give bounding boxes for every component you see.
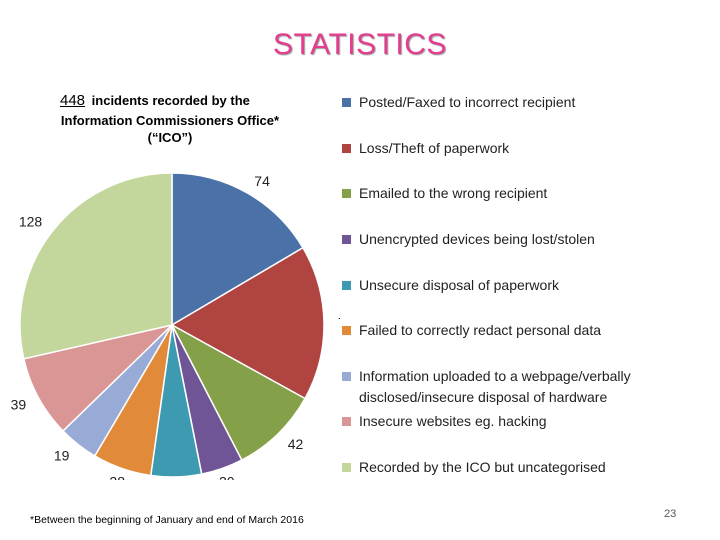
- pie-slice: [22, 323, 175, 433]
- incident-count-line: 448 incidents recorded by the: [60, 92, 250, 109]
- legend-label: Posted/Faxed to incorrect recipient: [359, 94, 576, 110]
- data-label: 128: [19, 214, 43, 230]
- legend-swatch: [342, 281, 351, 290]
- legend-label: Loss/Theft of paperwork: [359, 140, 510, 156]
- subtitle-line-3: (“ICO”): [147, 130, 193, 145]
- incident-count-text: incidents recorded by the: [91, 93, 250, 108]
- incident-count: 448: [60, 92, 86, 109]
- subtitle-line-2: Information Commissioners Office*: [60, 113, 280, 128]
- footnote: *Between the beginning of January and en…: [30, 514, 304, 526]
- legend-label: Unencrypted devices being lost/stolen: [359, 231, 595, 247]
- legend-label: Failed to correctly redact personal data: [359, 322, 602, 338]
- pie-slice: [171, 172, 304, 327]
- legend-label: Unsecure disposal of paperwork: [359, 277, 559, 293]
- page-number: 23: [664, 508, 677, 520]
- data-label: 42: [288, 436, 304, 452]
- legend-swatch: [342, 417, 351, 426]
- pie-slice: [19, 172, 173, 360]
- legend-swatch: [342, 189, 351, 198]
- legend-swatch: [342, 98, 351, 107]
- data-label: 20: [219, 474, 235, 480]
- pie-slice: [170, 323, 307, 462]
- data-label: 28: [109, 474, 125, 480]
- legend-swatch: [342, 144, 351, 153]
- data-label: 74: [254, 173, 270, 189]
- legend-label: Emailed to the wrong recipient: [359, 185, 548, 201]
- data-label: 74: [338, 315, 340, 331]
- page-title: STATISTICS: [273, 28, 447, 61]
- legend-label: Insecure websites eg. hacking: [359, 413, 547, 429]
- data-label: 39: [11, 396, 27, 412]
- legend-swatch: [342, 326, 351, 335]
- data-label: 19: [54, 448, 70, 464]
- legend-swatch: [342, 372, 351, 381]
- legend-label: Recorded by the ICO but uncategorised: [359, 459, 606, 475]
- legend-swatch: [342, 463, 351, 472]
- pie-slice: [170, 246, 325, 400]
- legend-swatch: [342, 235, 351, 244]
- pie-chart: 7474422024281939128: [11, 172, 340, 480]
- legend-label: Information uploaded to a webpage/verbal…: [359, 368, 631, 405]
- subtitle-source: Information Commissioners Office* (“ICO”…: [0, 112, 340, 146]
